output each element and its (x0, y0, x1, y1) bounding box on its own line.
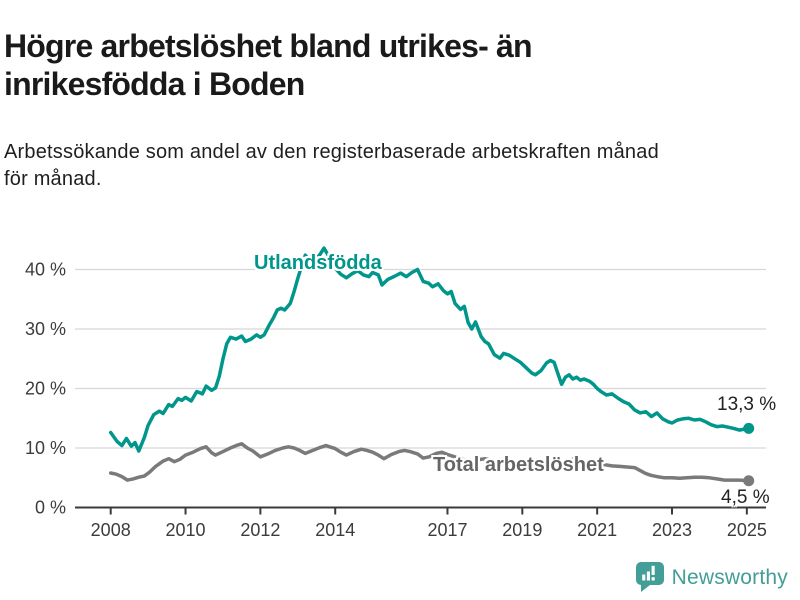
newsworthy-bubble-icon (635, 562, 664, 592)
page-title: Högre arbetslöshet bland utrikes- än inri… (4, 27, 704, 103)
svg-text:0 %: 0 % (35, 498, 66, 518)
svg-text:20 %: 20 % (25, 379, 66, 399)
subtitle-line-2: för månad. (4, 168, 102, 190)
end-value-label-utlandsfodda: 13,3 % (717, 394, 777, 415)
svg-text:2019: 2019 (502, 520, 542, 540)
svg-text:40 %: 40 % (25, 260, 66, 280)
newsworthy-logo: Newsworthy (635, 562, 788, 593)
svg-text:2012: 2012 (240, 520, 280, 540)
title-line-1: Högre arbetslöshet bland utrikes- än (4, 28, 533, 65)
svg-text:2014: 2014 (315, 520, 355, 540)
subtitle-line-1: Arbetssökande som andel av den registerb… (4, 141, 659, 163)
svg-text:30 %: 30 % (25, 319, 66, 339)
end-value-label-total: 4,5 % (721, 487, 770, 508)
chart-subtitle: Arbetssökande som andel av den registerb… (4, 139, 784, 193)
title-line-2: inrikesfödda i Boden (4, 66, 305, 103)
svg-text:2023: 2023 (652, 520, 692, 540)
svg-text:2025: 2025 (727, 520, 767, 540)
svg-text:10 %: 10 % (25, 438, 66, 458)
svg-text:2010: 2010 (166, 520, 206, 540)
svg-text:2021: 2021 (577, 520, 617, 540)
series-label-total-arbetsloshet: Total arbetslöshet (433, 454, 604, 476)
svg-text:2017: 2017 (427, 520, 467, 540)
svg-text:2008: 2008 (91, 520, 131, 540)
series-label-utlandsfodda: Utlandsfödda (254, 252, 382, 274)
newsworthy-wordmark: Newsworthy (671, 565, 788, 589)
